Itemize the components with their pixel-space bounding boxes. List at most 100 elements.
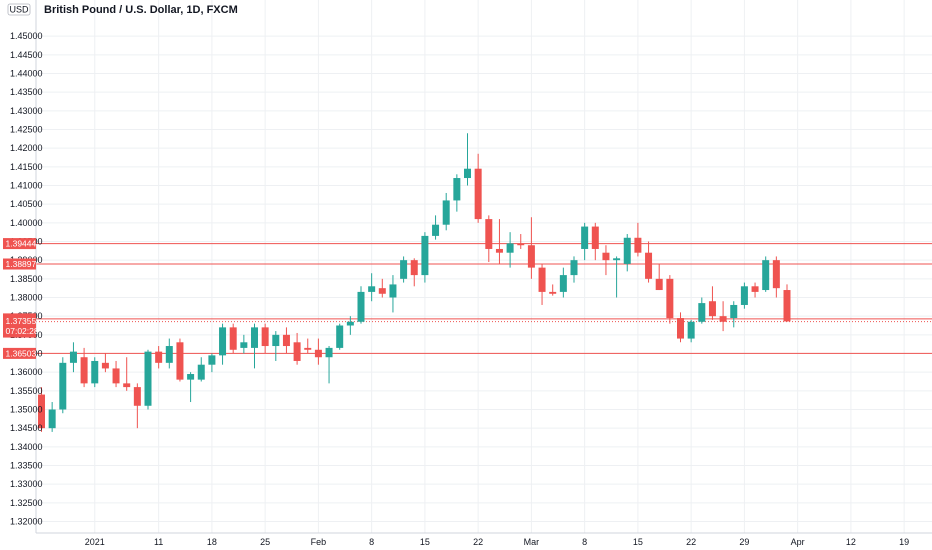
candle[interactable] xyxy=(59,357,67,414)
candle[interactable] xyxy=(623,234,631,272)
candle[interactable] xyxy=(48,402,56,432)
candle-body xyxy=(549,291,557,294)
horizontal-levels[interactable] xyxy=(36,243,932,354)
candle[interactable] xyxy=(570,256,578,283)
candle[interactable] xyxy=(229,323,237,354)
y-tick-label: 1.35000 xyxy=(10,405,43,415)
candle[interactable] xyxy=(549,284,557,296)
candle[interactable] xyxy=(282,327,290,354)
candle[interactable] xyxy=(261,323,269,354)
candle[interactable] xyxy=(559,267,567,298)
candle[interactable] xyxy=(432,215,440,240)
candle[interactable] xyxy=(506,232,514,268)
candle[interactable] xyxy=(91,357,99,388)
candle[interactable] xyxy=(410,258,418,287)
candle[interactable] xyxy=(69,342,77,373)
candle[interactable] xyxy=(208,353,216,373)
candle[interactable] xyxy=(634,222,642,257)
candle[interactable] xyxy=(495,219,503,264)
candle[interactable] xyxy=(613,256,621,298)
candle[interactable] xyxy=(591,222,599,261)
candle[interactable] xyxy=(740,282,748,309)
candle[interactable] xyxy=(485,215,493,263)
candle[interactable] xyxy=(698,297,706,324)
candle[interactable] xyxy=(155,346,163,369)
candle[interactable] xyxy=(187,372,195,403)
candle[interactable] xyxy=(421,232,429,283)
level-price-tag[interactable]: 1.38897 xyxy=(3,258,36,270)
horizontal-grid xyxy=(36,35,932,522)
candle[interactable] xyxy=(762,256,770,292)
candle[interactable] xyxy=(272,331,280,361)
candle[interactable] xyxy=(708,286,716,320)
candle[interactable] xyxy=(772,256,780,298)
candle[interactable] xyxy=(517,234,525,249)
candle[interactable] xyxy=(357,286,365,324)
candle-body xyxy=(506,243,514,253)
candle[interactable] xyxy=(581,222,589,261)
candle-body xyxy=(623,237,631,264)
candle[interactable] xyxy=(240,334,248,354)
candle[interactable] xyxy=(538,263,546,305)
candle[interactable] xyxy=(336,323,344,350)
candle[interactable] xyxy=(687,319,695,343)
candle[interactable] xyxy=(730,301,738,328)
candle-body xyxy=(368,286,376,292)
candle[interactable] xyxy=(389,275,397,313)
candle[interactable] xyxy=(527,217,535,279)
y-tick-label: 1.36000 xyxy=(10,367,43,377)
candle[interactable] xyxy=(314,338,322,365)
candle[interactable] xyxy=(751,282,759,298)
y-tick-label: 1.41500 xyxy=(10,162,43,172)
price-axis[interactable]: 1.32000 1.32500 1.33000 1.33500 1.34000 1.345… xyxy=(0,0,43,533)
candle[interactable] xyxy=(442,192,450,231)
candle-body xyxy=(346,321,354,326)
candles[interactable] xyxy=(38,133,791,432)
time-axis[interactable]: 2021 11 18 25 Feb 8 15 22 Mar 8 15 22 29 Apr 12 19 xyxy=(0,532,932,550)
candle[interactable] xyxy=(666,275,674,324)
candle[interactable] xyxy=(719,301,727,332)
candle[interactable] xyxy=(464,133,471,186)
candle[interactable] xyxy=(251,323,258,369)
time-axis-background xyxy=(0,533,932,550)
candle[interactable] xyxy=(133,383,141,429)
candle[interactable] xyxy=(677,312,684,343)
candle[interactable] xyxy=(655,263,663,291)
candle[interactable] xyxy=(38,387,45,432)
candle[interactable] xyxy=(368,273,376,302)
candle-body xyxy=(410,260,418,276)
candle[interactable] xyxy=(293,332,301,365)
candle[interactable] xyxy=(783,284,791,322)
candle[interactable] xyxy=(101,353,109,373)
candle[interactable] xyxy=(144,349,152,410)
candle[interactable] xyxy=(123,357,131,391)
candle[interactable] xyxy=(474,153,482,223)
candle[interactable] xyxy=(346,316,354,335)
currency-text: USD xyxy=(9,5,29,15)
candle-body xyxy=(421,235,429,276)
candle[interactable] xyxy=(219,323,227,365)
candle[interactable] xyxy=(80,347,88,388)
level-price-tag[interactable]: 1.36503 xyxy=(3,347,36,359)
y-tick-label: 1.35500 xyxy=(10,386,43,396)
y-tick-label: 1.34500 xyxy=(10,423,43,433)
candle[interactable] xyxy=(176,338,184,382)
candle[interactable] xyxy=(602,245,610,276)
candle[interactable] xyxy=(325,346,333,384)
candle-body xyxy=(783,290,791,322)
candle[interactable] xyxy=(400,256,408,283)
candle[interactable] xyxy=(645,241,653,283)
candle[interactable] xyxy=(304,338,312,354)
candle[interactable] xyxy=(112,360,120,388)
candle-body xyxy=(325,347,333,358)
candle-body xyxy=(197,364,205,380)
candle[interactable] xyxy=(197,357,205,382)
candle-body xyxy=(698,303,706,322)
candle[interactable] xyxy=(378,278,386,298)
candle[interactable] xyxy=(165,338,173,369)
candle[interactable] xyxy=(453,174,461,212)
level-price-tag[interactable]: 1.39444 xyxy=(3,238,36,250)
